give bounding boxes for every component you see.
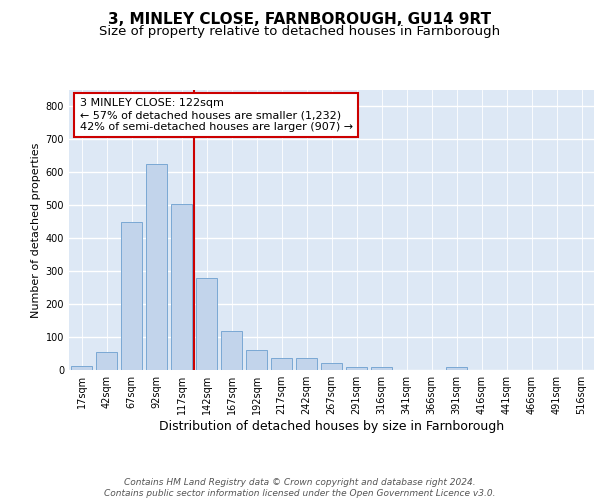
Bar — [271, 358, 292, 370]
Bar — [121, 222, 142, 370]
Bar — [371, 368, 392, 370]
Bar — [146, 164, 167, 370]
Bar — [446, 368, 467, 370]
Text: 3 MINLEY CLOSE: 122sqm
← 57% of detached houses are smaller (1,232)
42% of semi-: 3 MINLEY CLOSE: 122sqm ← 57% of detached… — [79, 98, 353, 132]
Bar — [96, 352, 117, 370]
X-axis label: Distribution of detached houses by size in Farnborough: Distribution of detached houses by size … — [159, 420, 504, 433]
Bar — [171, 204, 192, 370]
Text: Contains HM Land Registry data © Crown copyright and database right 2024.
Contai: Contains HM Land Registry data © Crown c… — [104, 478, 496, 498]
Bar — [71, 366, 92, 370]
Bar — [321, 364, 342, 370]
Text: 3, MINLEY CLOSE, FARNBOROUGH, GU14 9RT: 3, MINLEY CLOSE, FARNBOROUGH, GU14 9RT — [109, 12, 491, 28]
Bar — [221, 331, 242, 370]
Y-axis label: Number of detached properties: Number of detached properties — [31, 142, 41, 318]
Text: Size of property relative to detached houses in Farnborough: Size of property relative to detached ho… — [100, 25, 500, 38]
Bar — [246, 350, 267, 370]
Bar — [196, 278, 217, 370]
Bar — [296, 358, 317, 370]
Bar — [346, 366, 367, 370]
